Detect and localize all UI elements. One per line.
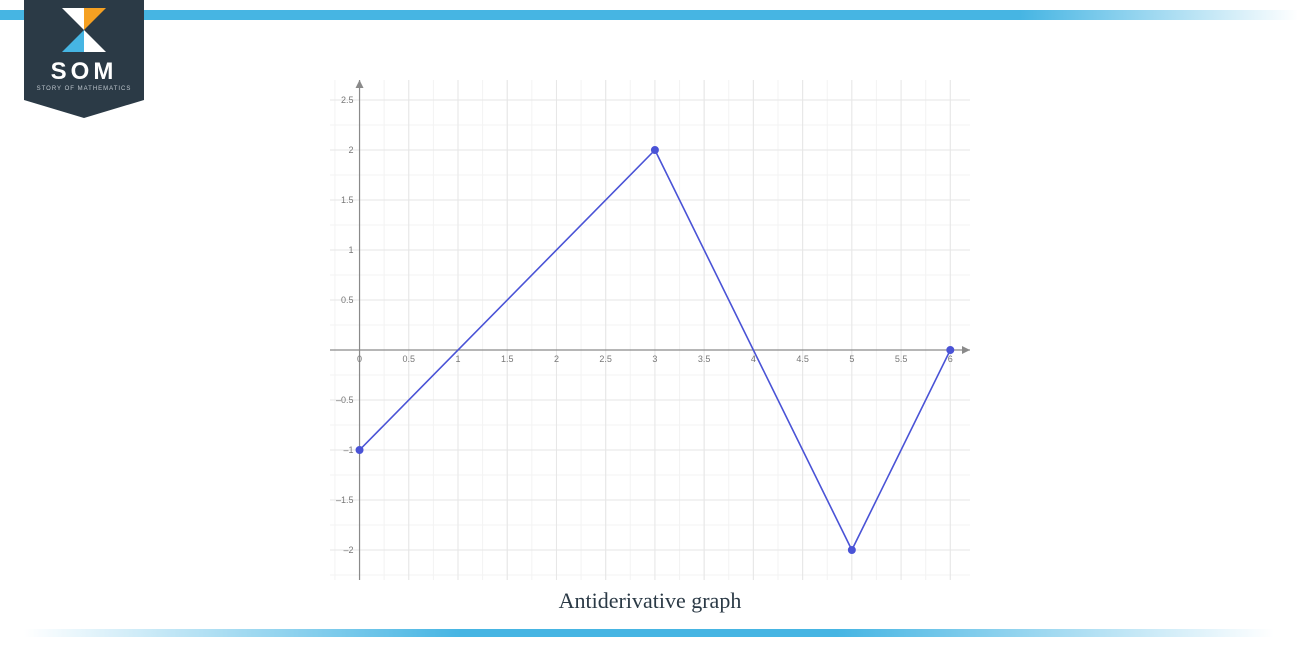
bottom-accent-bar xyxy=(24,629,1274,637)
svg-text:2: 2 xyxy=(554,354,559,364)
svg-text:0: 0 xyxy=(357,354,362,364)
svg-text:6: 6 xyxy=(948,354,953,364)
svg-text:–0.5: –0.5 xyxy=(336,395,354,405)
page: SOM STORY OF MATHEMATICS 0 0.5 1 1.5 2 2.5 3 3.… xyxy=(0,0,1298,649)
top-accent-solid xyxy=(0,10,1020,20)
svg-text:5.5: 5.5 xyxy=(895,354,908,364)
logo-text: SOM xyxy=(24,58,144,86)
svg-text:0.5: 0.5 xyxy=(403,354,416,364)
svg-text:1: 1 xyxy=(349,245,354,255)
svg-text:2.5: 2.5 xyxy=(599,354,612,364)
svg-text:4: 4 xyxy=(751,354,756,364)
svg-text:–2: –2 xyxy=(344,545,354,555)
top-accent-bar xyxy=(0,10,1298,20)
svg-text:1: 1 xyxy=(455,354,460,364)
svg-text:0.5: 0.5 xyxy=(341,295,354,305)
logo-mark-icon xyxy=(62,8,106,52)
svg-text:1.5: 1.5 xyxy=(341,195,354,205)
logo-badge: SOM STORY OF MATHEMATICS xyxy=(24,0,144,118)
top-accent-fade xyxy=(1020,10,1298,20)
svg-text:5: 5 xyxy=(849,354,854,364)
svg-text:3: 3 xyxy=(652,354,657,364)
chart-container: 0 0.5 1 1.5 2 2.5 3 3.5 4 4.5 5 5.5 6 –2 –1.5 –1 –0.5 0.5… xyxy=(330,80,970,580)
antiderivative-chart: 0 0.5 1 1.5 2 2.5 3 3.5 4 4.5 5 5.5 6 –2 –1.5 –1 –0.5 0.5… xyxy=(330,80,970,580)
svg-text:–1.5: –1.5 xyxy=(336,495,354,505)
svg-text:3.5: 3.5 xyxy=(698,354,711,364)
svg-text:4.5: 4.5 xyxy=(796,354,809,364)
svg-text:2.5: 2.5 xyxy=(341,95,354,105)
svg-text:1.5: 1.5 xyxy=(501,354,514,364)
logo-tagline: STORY OF MATHEMATICS xyxy=(24,86,144,92)
chart-caption: Antiderivative graph xyxy=(330,588,970,614)
svg-text:2: 2 xyxy=(349,145,354,155)
svg-text:–1: –1 xyxy=(344,445,354,455)
